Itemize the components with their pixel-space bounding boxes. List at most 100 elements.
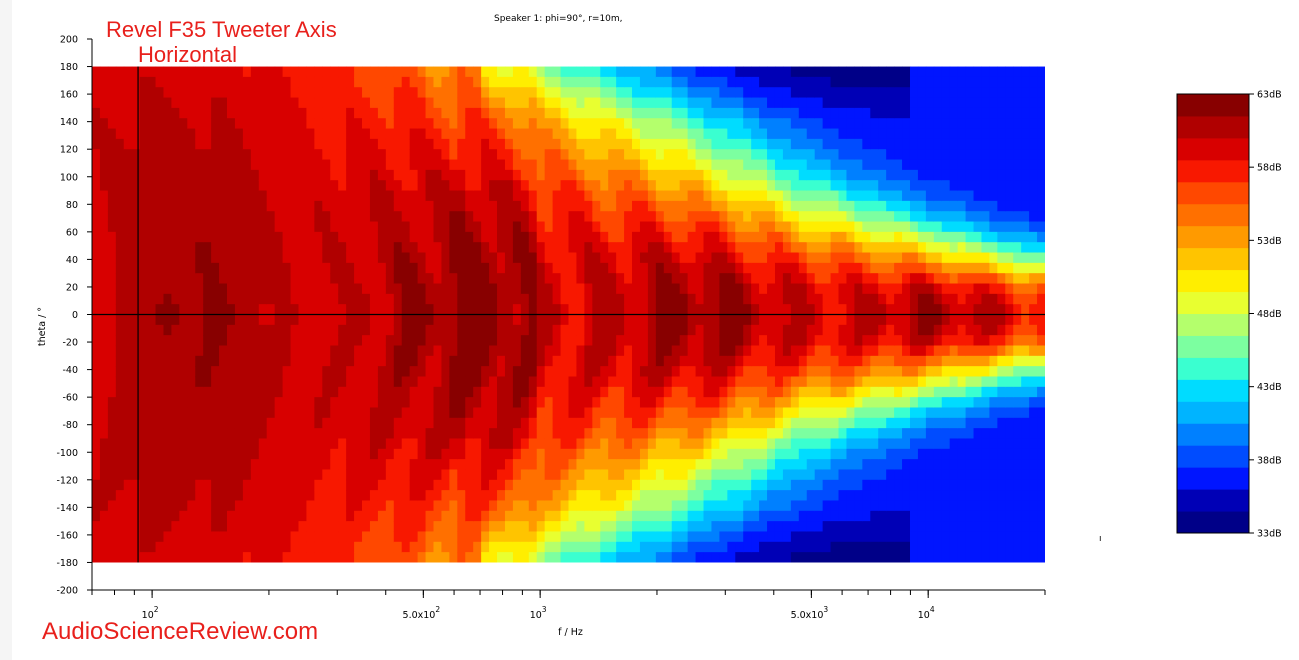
heatmap-cell xyxy=(814,355,824,367)
heatmap-cell xyxy=(774,128,784,140)
heatmap-cell xyxy=(782,459,792,471)
heatmap-cell xyxy=(314,438,323,450)
heatmap-cell xyxy=(369,355,379,367)
heatmap-cell xyxy=(473,242,482,254)
heatmap-cell xyxy=(433,438,443,450)
heatmap-cell xyxy=(306,448,315,460)
heatmap-cell xyxy=(798,107,808,119)
heatmap-cell xyxy=(401,459,411,471)
heatmap-cell xyxy=(846,200,855,212)
heatmap-cell xyxy=(473,490,482,502)
heatmap-cell xyxy=(671,541,681,553)
heatmap-cell xyxy=(497,118,506,130)
heatmap-cell xyxy=(203,510,212,522)
heatmap-cell xyxy=(782,180,792,192)
heatmap-cell xyxy=(433,386,443,398)
heatmap-cell xyxy=(234,438,244,450)
heatmap-cell xyxy=(195,273,204,285)
heatmap-cell xyxy=(131,314,141,326)
heatmap-cell xyxy=(346,293,355,305)
heatmap-cell xyxy=(759,469,768,481)
heatmap-cell xyxy=(703,324,713,336)
heatmap-cell xyxy=(909,169,919,181)
heatmap-cell xyxy=(163,200,173,212)
heatmap-cell xyxy=(711,293,720,305)
heatmap-cell xyxy=(298,541,308,553)
heatmap-cell xyxy=(624,479,633,491)
heatmap-cell xyxy=(687,521,697,533)
heatmap-cell xyxy=(520,293,530,305)
heatmap-cell xyxy=(536,417,546,429)
heatmap-cell xyxy=(798,169,808,181)
heatmap-cell xyxy=(568,66,578,78)
heatmap-cell xyxy=(679,107,689,119)
heatmap-cell xyxy=(608,397,617,409)
heatmap-cell xyxy=(481,107,490,119)
heatmap-cell xyxy=(830,159,840,171)
heatmap-cell xyxy=(338,242,347,254)
heatmap-cell xyxy=(409,510,419,522)
heatmap-cell xyxy=(806,428,816,440)
heatmap-cell xyxy=(687,397,697,409)
heatmap-cell xyxy=(894,149,903,161)
heatmap-cell xyxy=(735,283,744,295)
heatmap-cell xyxy=(99,469,109,481)
heatmap-cell xyxy=(131,355,141,367)
heatmap-cell xyxy=(322,169,331,181)
heatmap-cell xyxy=(449,376,458,388)
heatmap-cell xyxy=(481,324,490,336)
heatmap-cell xyxy=(417,479,427,491)
heatmap-cell xyxy=(354,469,363,481)
heatmap-cell xyxy=(767,283,776,295)
heatmap-cell xyxy=(902,283,911,295)
heatmap-cell xyxy=(385,376,395,388)
heatmap-cell xyxy=(632,293,641,305)
heatmap-cell xyxy=(211,335,220,347)
heatmap-cell xyxy=(544,252,554,264)
heatmap-cell xyxy=(282,169,292,181)
heatmap-cell xyxy=(362,107,371,119)
heatmap-cell xyxy=(457,366,466,378)
heatmap-cell xyxy=(115,221,125,233)
heatmap-cell xyxy=(250,438,260,450)
heatmap-cell xyxy=(568,107,578,119)
heatmap-cell xyxy=(266,469,276,481)
heatmap-cell xyxy=(552,521,562,533)
heatmap-cell xyxy=(822,376,832,388)
heatmap-cell xyxy=(203,304,212,316)
heatmap-cell xyxy=(385,304,395,316)
heatmap-cell xyxy=(838,386,848,398)
heatmap-cell xyxy=(425,428,435,440)
heatmap-cell xyxy=(528,428,538,440)
heatmap-cell xyxy=(687,211,697,223)
heatmap-cell xyxy=(195,438,204,450)
heatmap-cell xyxy=(99,386,109,398)
heatmap-cell xyxy=(139,490,149,502)
heatmap-cell xyxy=(814,200,824,212)
heatmap-cell xyxy=(290,169,300,181)
heatmap-cell xyxy=(322,200,331,212)
heatmap-cell xyxy=(385,118,395,130)
heatmap-cell xyxy=(489,366,498,378)
heatmap-cell xyxy=(902,231,911,243)
heatmap-cell xyxy=(886,252,895,264)
heatmap-cell xyxy=(139,231,149,243)
heatmap-cell xyxy=(719,376,728,388)
heatmap-cell xyxy=(227,345,236,357)
heatmap-cell xyxy=(497,469,506,481)
heatmap-cell xyxy=(854,273,863,285)
heatmap-cell xyxy=(131,500,141,512)
heatmap-cell xyxy=(346,376,355,388)
heatmap-cell xyxy=(163,211,173,223)
heatmap-cell xyxy=(544,469,554,481)
heatmap-cell xyxy=(155,510,165,522)
heatmap-cell xyxy=(536,128,546,140)
heatmap-cell xyxy=(330,138,339,150)
heatmap-cell xyxy=(886,541,895,553)
heatmap-cell xyxy=(362,262,371,274)
heatmap-cell xyxy=(290,87,300,99)
heatmap-cell xyxy=(258,366,268,378)
heatmap-cell xyxy=(695,500,705,512)
heatmap-cell xyxy=(520,169,530,181)
heatmap-cell xyxy=(393,118,403,130)
